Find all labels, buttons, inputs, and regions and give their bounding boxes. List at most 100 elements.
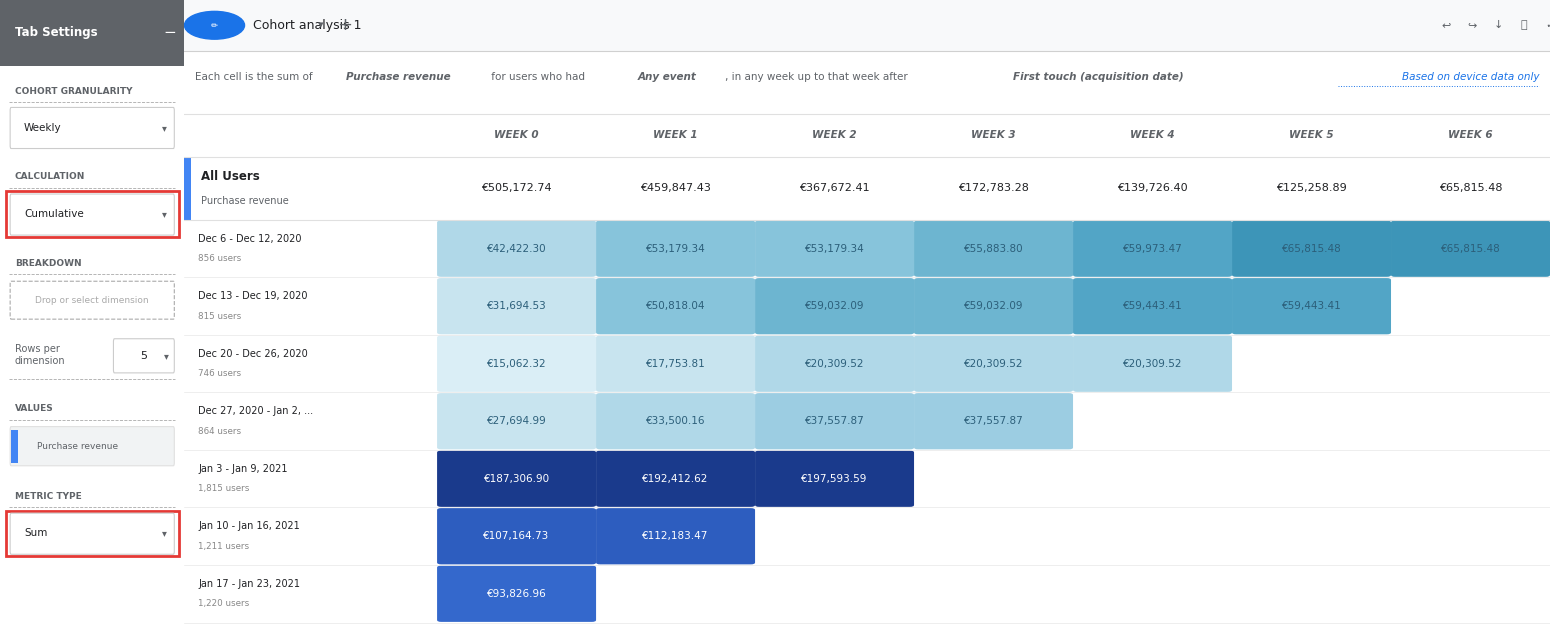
Text: ↩: ↩ xyxy=(1442,20,1451,30)
FancyBboxPatch shape xyxy=(755,278,914,334)
Text: ✓: ✓ xyxy=(1545,20,1550,30)
Text: COHORT GRANULARITY: COHORT GRANULARITY xyxy=(16,87,132,96)
FancyBboxPatch shape xyxy=(597,336,755,392)
Text: Each cell is the sum of: Each cell is the sum of xyxy=(195,72,316,82)
FancyBboxPatch shape xyxy=(437,451,597,507)
FancyBboxPatch shape xyxy=(755,336,914,392)
Text: WEEK 1: WEEK 1 xyxy=(653,130,698,140)
Text: €197,593.59: €197,593.59 xyxy=(801,474,868,483)
FancyBboxPatch shape xyxy=(914,278,1073,334)
Text: €42,422.30: €42,422.30 xyxy=(487,244,547,253)
Text: €59,032.09: €59,032.09 xyxy=(964,301,1023,311)
FancyBboxPatch shape xyxy=(11,194,174,235)
Text: €33,500.16: €33,500.16 xyxy=(646,416,705,426)
FancyBboxPatch shape xyxy=(1073,221,1232,277)
Text: 856 users: 856 users xyxy=(198,254,242,264)
Text: CALCULATION: CALCULATION xyxy=(16,172,85,181)
Text: €65,815.48: €65,815.48 xyxy=(1440,244,1500,253)
Text: Rows per
dimension: Rows per dimension xyxy=(16,344,65,366)
Text: First touch (acquisition date): First touch (acquisition date) xyxy=(1014,72,1184,82)
FancyBboxPatch shape xyxy=(755,451,914,507)
FancyBboxPatch shape xyxy=(914,221,1073,277)
Text: 864 users: 864 users xyxy=(198,427,242,436)
Text: €59,443.41: €59,443.41 xyxy=(1122,301,1183,311)
Text: €37,557.87: €37,557.87 xyxy=(964,416,1023,426)
Text: €367,672.41: €367,672.41 xyxy=(800,183,870,193)
Text: 1,211 users: 1,211 users xyxy=(198,542,250,551)
FancyBboxPatch shape xyxy=(437,221,597,277)
Text: Any event: Any event xyxy=(637,72,696,82)
Text: €107,164.73: €107,164.73 xyxy=(484,532,550,541)
Text: ▾: ▾ xyxy=(318,20,324,30)
Text: WEEK 4: WEEK 4 xyxy=(1130,130,1175,140)
Text: Weekly: Weekly xyxy=(23,123,62,133)
Text: ↓: ↓ xyxy=(1493,20,1503,30)
FancyBboxPatch shape xyxy=(184,157,191,220)
FancyBboxPatch shape xyxy=(437,508,597,564)
FancyBboxPatch shape xyxy=(113,339,174,373)
FancyBboxPatch shape xyxy=(1232,278,1390,334)
Text: Jan 3 - Jan 9, 2021: Jan 3 - Jan 9, 2021 xyxy=(198,464,288,473)
Text: WEEK 5: WEEK 5 xyxy=(1290,130,1335,140)
Text: +: + xyxy=(338,16,352,34)
Text: Cohort analysis 1: Cohort analysis 1 xyxy=(253,19,361,32)
Text: ↪: ↪ xyxy=(1468,20,1477,30)
FancyBboxPatch shape xyxy=(1073,336,1232,392)
FancyBboxPatch shape xyxy=(437,336,597,392)
Text: −: − xyxy=(163,25,177,40)
FancyBboxPatch shape xyxy=(1232,221,1390,277)
FancyBboxPatch shape xyxy=(437,566,597,622)
Text: €125,258.89: €125,258.89 xyxy=(1276,183,1347,193)
FancyBboxPatch shape xyxy=(184,0,1550,51)
Text: €459,847.43: €459,847.43 xyxy=(640,183,711,193)
Text: ▾: ▾ xyxy=(164,351,169,361)
Text: €20,309.52: €20,309.52 xyxy=(804,359,865,368)
FancyBboxPatch shape xyxy=(11,107,174,149)
Text: BREAKDOWN: BREAKDOWN xyxy=(16,259,82,268)
Text: Cumulative: Cumulative xyxy=(23,209,84,219)
Text: Dec 6 - Dec 12, 2020: Dec 6 - Dec 12, 2020 xyxy=(198,234,302,243)
Text: Dec 13 - Dec 19, 2020: Dec 13 - Dec 19, 2020 xyxy=(198,291,307,301)
Text: €59,973.47: €59,973.47 xyxy=(1122,244,1183,253)
FancyBboxPatch shape xyxy=(755,393,914,449)
Text: WEEK 0: WEEK 0 xyxy=(494,130,539,140)
Text: Purchase revenue: Purchase revenue xyxy=(346,72,450,82)
Text: €15,062.32: €15,062.32 xyxy=(487,359,547,368)
FancyBboxPatch shape xyxy=(597,221,755,277)
FancyBboxPatch shape xyxy=(11,281,174,319)
Text: METRIC TYPE: METRIC TYPE xyxy=(16,492,82,501)
FancyBboxPatch shape xyxy=(1073,278,1232,334)
Circle shape xyxy=(184,11,245,39)
Text: €59,443.41: €59,443.41 xyxy=(1282,301,1341,311)
FancyBboxPatch shape xyxy=(0,0,184,66)
Text: €93,826.96: €93,826.96 xyxy=(487,589,547,599)
FancyBboxPatch shape xyxy=(597,451,755,507)
Text: WEEK 2: WEEK 2 xyxy=(812,130,857,140)
Text: €53,179.34: €53,179.34 xyxy=(804,244,865,253)
Text: €31,694.53: €31,694.53 xyxy=(487,301,547,311)
Text: €65,815.48: €65,815.48 xyxy=(1438,183,1502,193)
FancyBboxPatch shape xyxy=(6,511,178,556)
Text: 👥: 👥 xyxy=(1521,20,1527,30)
FancyBboxPatch shape xyxy=(437,278,597,334)
Text: €192,412.62: €192,412.62 xyxy=(642,474,708,483)
Text: €505,172.74: €505,172.74 xyxy=(480,183,552,193)
FancyBboxPatch shape xyxy=(437,393,597,449)
FancyBboxPatch shape xyxy=(597,508,755,564)
Text: ▾: ▾ xyxy=(161,123,166,133)
Text: 5: 5 xyxy=(141,351,147,361)
Text: 746 users: 746 users xyxy=(198,369,242,379)
Text: Dec 20 - Dec 26, 2020: Dec 20 - Dec 26, 2020 xyxy=(198,349,308,358)
Text: €20,309.52: €20,309.52 xyxy=(1122,359,1183,368)
Text: €172,783.28: €172,783.28 xyxy=(958,183,1029,193)
Text: Drop or select dimension: Drop or select dimension xyxy=(36,296,149,305)
Text: All Users: All Users xyxy=(202,171,259,183)
Text: ▾: ▾ xyxy=(161,209,166,219)
Text: Jan 17 - Jan 23, 2021: Jan 17 - Jan 23, 2021 xyxy=(198,579,301,588)
Text: €37,557.87: €37,557.87 xyxy=(804,416,865,426)
FancyBboxPatch shape xyxy=(11,513,174,554)
FancyBboxPatch shape xyxy=(597,278,755,334)
Text: €53,179.34: €53,179.34 xyxy=(646,244,705,253)
Text: WEEK 6: WEEK 6 xyxy=(1448,130,1493,140)
Text: €139,726.40: €139,726.40 xyxy=(1118,183,1187,193)
